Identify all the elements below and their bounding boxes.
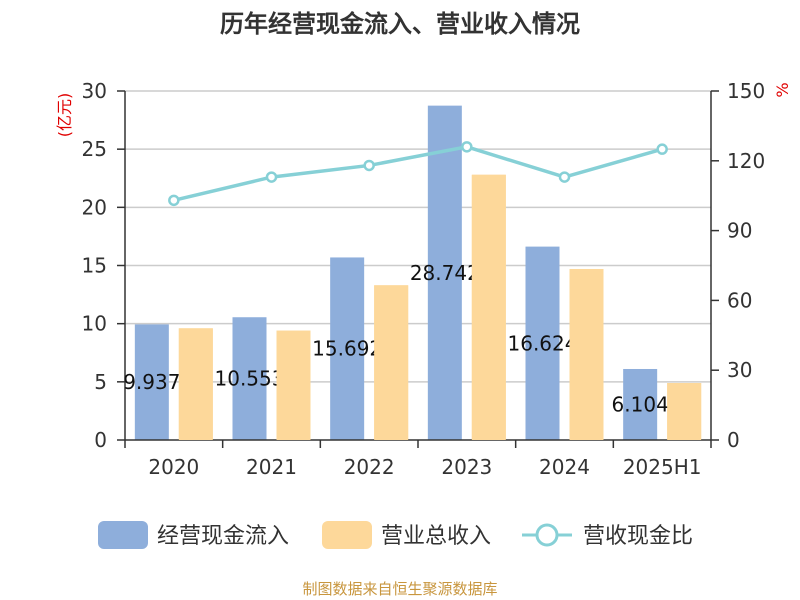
ratio-point	[558, 171, 571, 183]
bar-value-label: 15.692	[312, 337, 382, 361]
ratio-point	[656, 143, 668, 155]
ratio-point	[168, 194, 180, 207]
bar-cash-inflow	[134, 324, 169, 440]
bar-revenue-overlay	[667, 382, 702, 440]
right-axis-tick-label: 90	[727, 219, 752, 243]
right-axis-tick-label: 150	[727, 79, 765, 103]
chart-title: 历年经营现金流入、营业收入情况	[220, 10, 580, 38]
right-axis-tick-label: 30	[727, 358, 752, 382]
ratio-point	[363, 159, 375, 172]
legend-label-ratio: 营收现金比	[583, 524, 693, 549]
bar-value-label: 9.937	[123, 370, 180, 394]
ratio-line-layer	[168, 141, 668, 207]
x-axis-tick-label: 2025H1	[623, 455, 702, 479]
ratio-point	[265, 171, 278, 183]
legend-swatch-revenue	[322, 521, 372, 549]
left-axis-tick-label: 0	[94, 428, 107, 452]
x-axis-tick-label: 2023	[441, 455, 492, 479]
bar-cash-inflow	[623, 368, 658, 440]
source-footer: 制图数据来自恒生聚源数据库	[302, 580, 498, 598]
left-axis-tick-label: 5	[94, 370, 107, 394]
right-axis-tick-label: 120	[727, 149, 765, 173]
bar-revenue-overlay	[374, 285, 409, 440]
right-axis-tick-label: 60	[727, 288, 752, 312]
bar-value-label: 28.742	[410, 261, 480, 285]
bar-value-label: 6.104	[612, 392, 669, 416]
x-axis-tick-label: 2020	[148, 455, 199, 479]
right-axis-tick-label: 0	[727, 428, 740, 452]
bar-revenue-overlay	[569, 268, 604, 440]
left-axis-tick-label: 30	[82, 79, 107, 103]
bar-value-label: 10.553	[215, 367, 285, 391]
x-axis-tick-label: 2021	[246, 455, 297, 479]
bar-cash-inflow	[525, 246, 560, 440]
left-axis-unit: (亿元)	[55, 93, 74, 138]
left-axis-tick-label: 20	[82, 195, 107, 219]
ratio-point	[461, 141, 473, 153]
bar-value-labels: 9.937 10.553 15.692 28.742 16.624 6.104	[123, 174, 702, 440]
left-axis-tick-label: 25	[82, 137, 107, 161]
left-axis-tick-label: 15	[82, 254, 107, 278]
bar-value-label: 16.624	[508, 331, 578, 355]
legend: 经营现金流入 营业总收入 营收现金比	[98, 521, 693, 549]
legend-label-revenue: 营业总收入	[381, 524, 491, 549]
legend-swatch-cash-inflow	[98, 521, 148, 549]
bar-cash-inflow	[427, 105, 462, 440]
ratio-line	[173, 145, 663, 203]
bar-revenue-overlay	[471, 174, 506, 440]
legend-label-cash-inflow: 经营现金流入	[157, 524, 289, 549]
right-axis-unit: %	[773, 82, 792, 97]
grid-lines	[125, 90, 711, 383]
bar-cash-inflow	[232, 317, 267, 440]
bar-cash-inflow	[330, 257, 365, 440]
left-axis-tick-label: 10	[82, 312, 107, 336]
x-axis-tick-label: 2022	[344, 455, 395, 479]
bar-revenue-overlay	[178, 328, 213, 440]
bar-revenue-overlay	[276, 330, 311, 440]
legend-marker-ratio	[535, 523, 559, 547]
axes: 0 5 10 15 20 25 30 0 30 60 90 120 150 2020 2021 2022 202…	[82, 79, 766, 479]
x-axis-tick-label: 2024	[539, 455, 590, 479]
